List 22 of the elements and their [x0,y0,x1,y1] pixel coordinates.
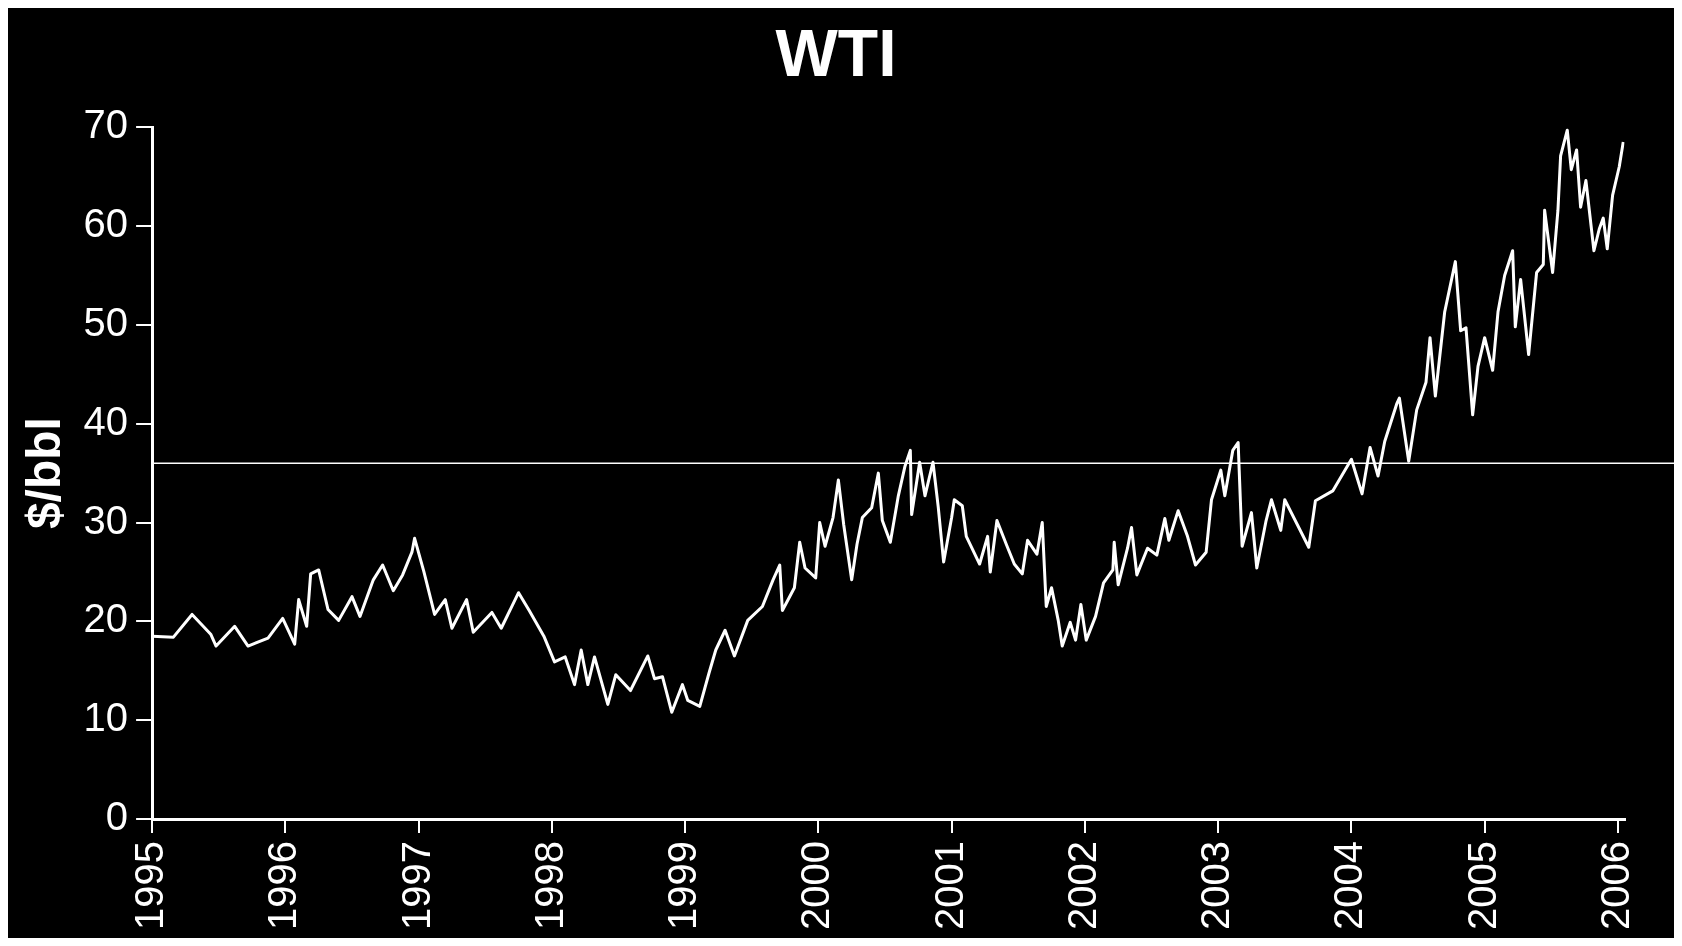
x-tick-label: 2001 [926,841,971,930]
y-tick-label: 10 [83,695,129,740]
x-tick-label: 1999 [660,841,705,930]
x-tick-label: 2006 [1592,841,1637,930]
chart-title: WTI [775,15,897,90]
x-tick-label: 1998 [526,841,571,930]
x-tick-label: 2005 [1459,841,1504,930]
x-tick-label: 1996 [260,841,305,930]
y-tick-label: 60 [83,201,129,246]
x-tick-label: 1997 [393,841,438,930]
y-tick-label: 50 [83,299,129,344]
x-tick-label: 2002 [1059,841,1104,930]
x-tick-label: 1995 [127,841,172,930]
x-tick-label: 2000 [793,841,838,930]
y-tick-label: 20 [83,596,129,641]
x-tick-label: 2003 [1193,841,1238,930]
y-tick-label: 70 [83,102,129,147]
y-tick-label: 0 [105,794,129,839]
y-tick-label: 40 [83,398,129,443]
y-axis-title: $/bbl [17,417,71,530]
x-tick-label: 2004 [1326,841,1371,930]
y-tick-label: 30 [83,497,129,542]
